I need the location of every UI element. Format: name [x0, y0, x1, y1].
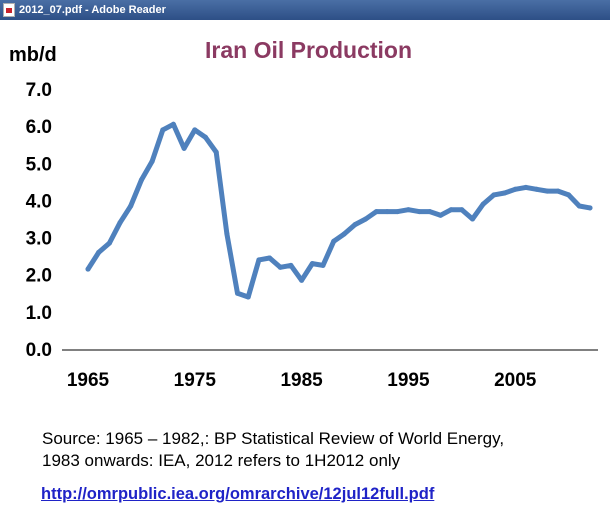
source-line-1: Source: 1965 – 1982,: BP Statistical Rev…	[42, 429, 505, 448]
data-point	[320, 262, 326, 268]
data-point	[160, 127, 166, 133]
data-point	[203, 134, 208, 140]
data-point	[555, 188, 561, 194]
data-point	[576, 203, 582, 209]
data-point	[341, 231, 347, 237]
title-bar[interactable]: 2012_07.pdf - Adobe Reader	[0, 0, 610, 20]
y-tick-label: 4.0	[26, 191, 52, 212]
series-line-0	[85, 121, 593, 300]
x-axis: 1965 1975 1985 1995 2005	[67, 370, 537, 391]
y-tick-label: 0.0	[26, 340, 52, 361]
data-point	[427, 209, 433, 215]
y-axis: 0.0 1.0 2.0 3.0 4.0 5.0 6.0 7.0	[26, 80, 52, 361]
data-point	[534, 186, 540, 192]
data-point	[523, 184, 529, 190]
data-point	[235, 290, 240, 296]
data-point	[117, 220, 123, 226]
oil-production-chart: mb/d Iran Oil Production 0.0 1.0 2.0 3.0 4.0…	[9, 37, 598, 391]
data-point	[587, 205, 593, 211]
y-tick-label: 6.0	[26, 117, 52, 138]
data-point	[213, 149, 219, 155]
y-tick-label: 3.0	[26, 229, 52, 250]
data-point	[352, 222, 358, 228]
data-point	[309, 261, 315, 267]
y-tick-label: 2.0	[26, 266, 52, 287]
x-tick-label: 1995	[387, 370, 430, 391]
data-point	[470, 216, 475, 222]
data-point	[299, 277, 305, 283]
data-point	[277, 264, 283, 270]
data-point	[384, 209, 390, 215]
data-point	[363, 216, 369, 222]
data-point	[138, 177, 144, 183]
data-point	[224, 231, 230, 237]
data-point	[181, 145, 187, 151]
x-tick-label: 1965	[67, 370, 110, 391]
data-point	[85, 266, 91, 272]
pdf-document-icon	[3, 3, 15, 17]
x-tick-label: 1975	[174, 370, 217, 391]
data-point	[192, 127, 198, 133]
data-point	[288, 262, 294, 268]
source-link[interactable]: http://omrpublic.iea.org/omrarchive/12ju…	[41, 485, 435, 503]
data-point	[395, 209, 401, 215]
source-line-2: 1983 onwards: IEA, 2012 refers to 1H2012…	[42, 451, 401, 470]
data-point	[502, 190, 508, 196]
data-point	[459, 207, 465, 213]
source-note: Source: 1965 – 1982,: BP Statistical Rev…	[42, 428, 602, 472]
data-point	[405, 207, 411, 213]
y-tick-label: 1.0	[26, 303, 52, 324]
data-point	[438, 212, 443, 218]
y-axis-unit-label: mb/d	[9, 44, 57, 66]
chart-title: Iran Oil Production	[205, 37, 412, 63]
data-point	[149, 158, 155, 164]
y-tick-label: 7.0	[26, 80, 52, 101]
window-title: 2012_07.pdf - Adobe Reader	[19, 4, 166, 16]
data-point	[448, 207, 454, 213]
data-point	[331, 238, 337, 244]
y-tick-label: 5.0	[26, 154, 52, 175]
data-point	[416, 209, 422, 215]
data-point	[267, 255, 273, 261]
plot-area	[85, 121, 593, 300]
data-point	[373, 209, 379, 215]
data-point	[566, 192, 572, 198]
data-point	[128, 203, 134, 209]
data-point	[96, 249, 102, 255]
data-point	[491, 192, 497, 198]
data-point	[512, 186, 518, 192]
data-point	[256, 257, 262, 263]
x-tick-label: 2005	[494, 370, 537, 391]
data-point	[245, 294, 251, 300]
data-point	[170, 121, 176, 127]
x-tick-label: 1985	[280, 370, 323, 391]
data-point	[106, 240, 112, 246]
data-point	[544, 188, 550, 194]
data-point	[480, 201, 486, 207]
